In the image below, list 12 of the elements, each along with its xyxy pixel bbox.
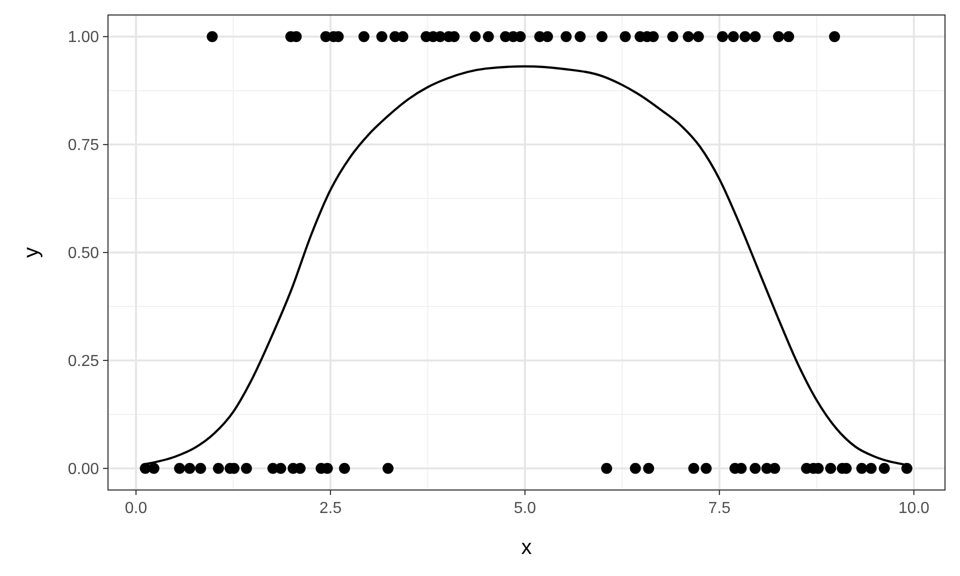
x-tick-label: 10.0 (898, 500, 930, 517)
y-tick-label: 0.50 (68, 245, 100, 262)
x-tick-label: 2.5 (319, 500, 342, 517)
x-tick-label: 5.0 (514, 500, 536, 517)
y-tick-label: 0.75 (68, 137, 100, 154)
x-tick-label: 7.5 (708, 500, 731, 517)
x-tick-label: 0.0 (124, 500, 148, 517)
y-tick-label: 1.00 (68, 29, 100, 46)
y-tick-label: 0.25 (68, 353, 100, 370)
y-axis-title: y (20, 246, 43, 258)
x-axis-title: x (521, 536, 532, 559)
y-tick-label: 0.00 (68, 461, 100, 478)
